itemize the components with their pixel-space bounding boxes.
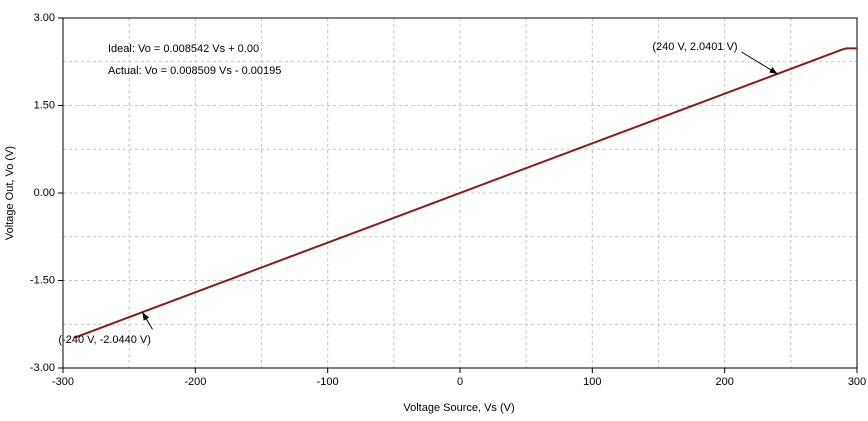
- y-tick-label: -1.50: [30, 274, 55, 286]
- y-tick-label: 3.00: [34, 12, 55, 24]
- x-axis-label: Voltage Source, Vs (V): [403, 402, 514, 414]
- x-tick-label: 100: [583, 376, 601, 388]
- y-tick-label: 0.00: [34, 187, 55, 199]
- x-tick-label: -100: [317, 376, 339, 388]
- y-tick-label: 1.50: [34, 99, 55, 111]
- x-tick-label: 200: [715, 376, 733, 388]
- annotation-arrow: [741, 51, 778, 75]
- x-tick-label: 0: [457, 376, 463, 388]
- annotation-label: (-240 V, -2.0440 V): [58, 334, 151, 346]
- equation: Actual: Vo = 0.008509 Vs - 0.00195: [108, 65, 281, 77]
- annotation-arrow: [141, 311, 153, 330]
- y-tick-label: -3.00: [30, 362, 55, 374]
- x-tick-label: 300: [848, 376, 866, 388]
- data-line: [73, 47, 857, 339]
- annotation-label: (240 V, 2.0401 V): [652, 41, 737, 53]
- x-tick-label: -200: [184, 376, 206, 388]
- x-tick-label: -300: [52, 376, 74, 388]
- equation: Ideal: Vo = 0.008542 Vs + 0.00: [108, 43, 259, 55]
- y-axis-label: Voltage Out, Vo (V): [4, 146, 16, 240]
